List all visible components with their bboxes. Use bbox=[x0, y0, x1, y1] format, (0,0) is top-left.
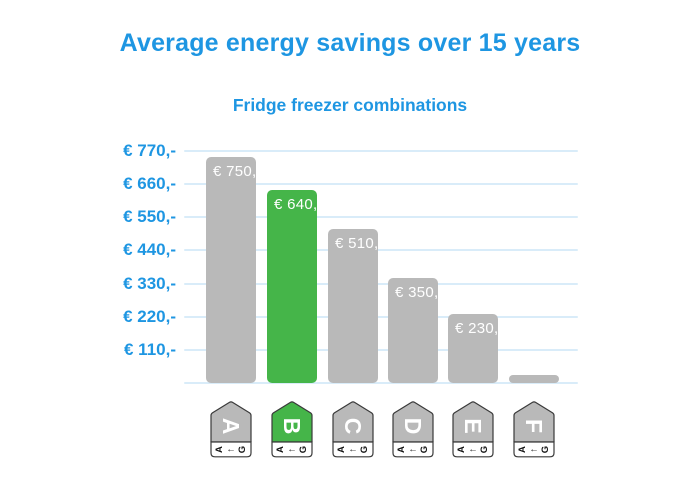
badge-scale-text: ← bbox=[348, 444, 358, 455]
y-axis-label: € 330,- bbox=[123, 273, 176, 293]
chart-title: Average energy savings over 15 years bbox=[119, 29, 581, 57]
badge-class-letter: E bbox=[460, 418, 486, 433]
gridline bbox=[184, 249, 578, 252]
bar-value-label-A: € 750,- bbox=[213, 163, 262, 180]
badge-arrow-shape bbox=[513, 401, 555, 443]
badge-scale-text: A bbox=[517, 446, 528, 453]
badge-arrow-shape bbox=[452, 401, 494, 443]
y-axis-label: € 110,- bbox=[124, 339, 176, 359]
bar-value-label-E: € 230,- bbox=[455, 319, 504, 337]
gridline bbox=[184, 348, 578, 351]
badge-scale-text: G bbox=[298, 446, 309, 453]
badge-scale-strip bbox=[332, 441, 374, 458]
badge-class-letter: A bbox=[218, 418, 244, 435]
bar-C: € 510,- bbox=[328, 229, 384, 383]
badge-scale-strip bbox=[452, 441, 494, 458]
badge-scale-text: ← bbox=[529, 444, 539, 455]
badge-scale-text: ← bbox=[226, 444, 236, 455]
badge-scale-text: A bbox=[396, 446, 407, 453]
energy-badge-F: F A ← G bbox=[513, 401, 555, 458]
gridline bbox=[184, 183, 578, 186]
badge-scale-text: A bbox=[275, 446, 286, 453]
gridline bbox=[184, 150, 578, 152]
bar-E: € 230,- bbox=[448, 313, 504, 383]
gridline bbox=[184, 216, 578, 219]
badge-arrow-shape bbox=[332, 401, 374, 443]
y-axis-label: € 660,- bbox=[123, 174, 176, 194]
x-axis-baseline bbox=[184, 382, 578, 384]
bar-B: € 640,- bbox=[267, 190, 323, 383]
badge-scale-text: G bbox=[479, 446, 490, 453]
badge-class-letter: D bbox=[400, 418, 426, 435]
gridline bbox=[184, 282, 578, 285]
badge-scale-strip bbox=[513, 441, 555, 458]
badge-scale-strip bbox=[392, 441, 434, 458]
energy-badge-D: D A ← G bbox=[392, 401, 434, 458]
badge-scale-text: G bbox=[540, 446, 551, 453]
chart-subtitle: Fridge freezer combinations bbox=[232, 95, 468, 115]
y-axis-label: € 220,- bbox=[123, 306, 176, 326]
energy-badge-A: AA ← G bbox=[210, 401, 252, 458]
badge-scale-strip bbox=[271, 441, 313, 458]
badge-scale-text: G bbox=[419, 446, 430, 453]
badge-scale-strip bbox=[210, 441, 252, 458]
badge-scale-text: A bbox=[214, 446, 225, 453]
energy-badge-C: C A ← G bbox=[332, 401, 374, 458]
energy-badge-B: B A ← G bbox=[271, 401, 313, 458]
bar-A: € 750,- bbox=[206, 157, 262, 383]
badge-scale-text: G bbox=[359, 446, 370, 453]
badge-arrow-shape bbox=[271, 401, 313, 443]
badge-scale-text: A bbox=[456, 446, 467, 453]
y-axis-label: € 550,- bbox=[123, 207, 176, 227]
bar-value-label-D: € 350,- bbox=[395, 283, 444, 301]
badge-scale-text: ← bbox=[287, 444, 297, 455]
bar-F bbox=[509, 375, 559, 383]
bar-value-label-C: € 510,- bbox=[335, 235, 384, 253]
badge-scale-text: G bbox=[237, 446, 248, 453]
badge-scale-text: ← bbox=[408, 444, 418, 455]
y-axis-label: € 440,- bbox=[123, 240, 176, 260]
bar-value-label-B: € 640,- bbox=[274, 196, 323, 214]
badge-arrow-shape bbox=[210, 401, 252, 443]
y-axis-label: € 770,- bbox=[123, 141, 176, 160]
bar-D: € 350,- bbox=[388, 277, 444, 383]
badge-scale-text: ← bbox=[468, 444, 478, 455]
badge-class-letter: F bbox=[521, 419, 547, 433]
badge-arrow-shape bbox=[392, 401, 434, 443]
badge-class-letter: C bbox=[340, 418, 366, 435]
badge-class-letter: B bbox=[279, 418, 305, 435]
energy-badge-E: E A ← G bbox=[452, 401, 494, 458]
gridline bbox=[184, 315, 578, 318]
badge-scale-text: A bbox=[336, 446, 347, 453]
